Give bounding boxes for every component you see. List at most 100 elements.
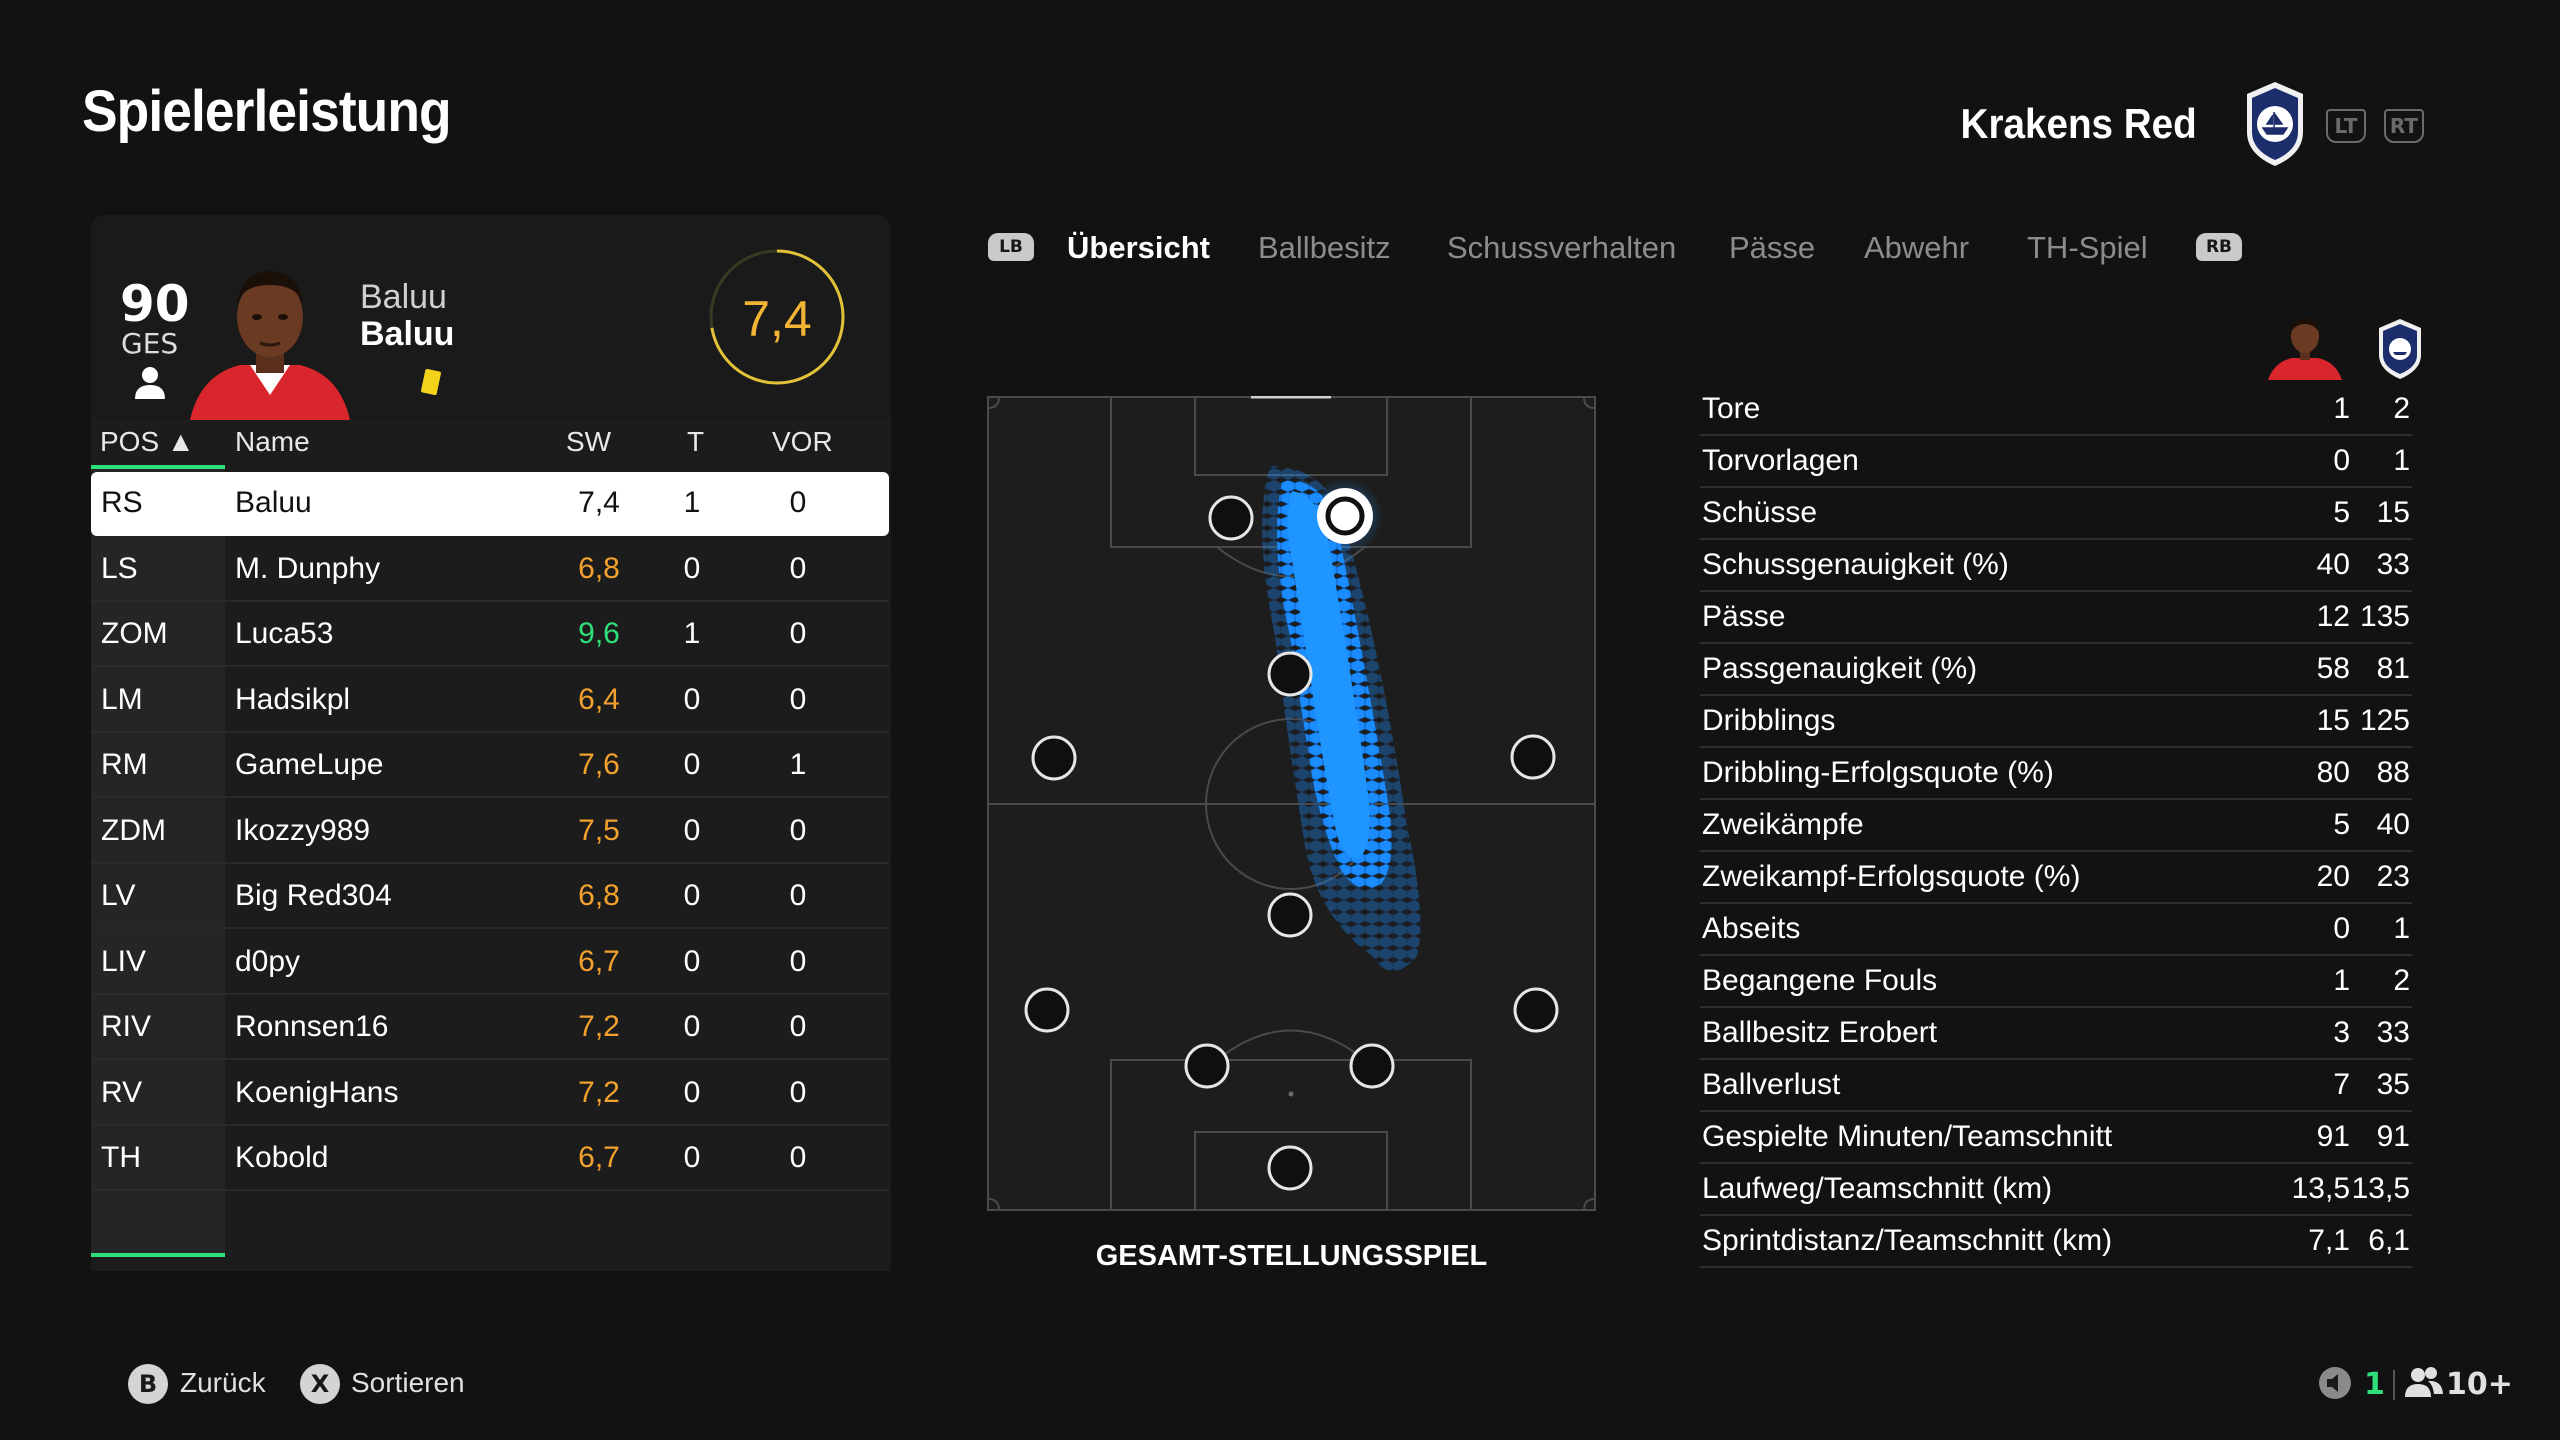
row-rating: 7,2 (578, 1075, 620, 1109)
table-row[interactable]: LM Hadsikpl 6,4 0 0 (91, 669, 889, 733)
row-assists: 0 (789, 486, 807, 519)
row-position: ZOM (101, 617, 168, 650)
stat-team-value: 2 (2393, 392, 2410, 425)
muted-count: 1 (2364, 1367, 2385, 1402)
row-rating: 7,5 (578, 813, 620, 847)
row-position: LS (101, 551, 138, 585)
column-header-name[interactable]: Name (235, 426, 310, 457)
row-goals: 0 (683, 682, 701, 716)
tab-schussverhalten[interactable]: Schussverhalten (1447, 230, 1677, 265)
table-row[interactable]: RV KoenigHans 7,2 0 0 (91, 1062, 889, 1126)
table-row[interactable]: RIV Ronnsen16 7,2 0 0 (91, 996, 889, 1060)
stat-label: Zweikampf-Erfolgsquote (%) (1702, 860, 2081, 893)
table-row[interactable]: ZOM Luca53 9,6 1 0 (91, 603, 889, 667)
stat-player-value: 91 (2316, 1120, 2350, 1153)
stat-team-value: 13,5 (2351, 1172, 2410, 1205)
row-player-name: M. Dunphy (235, 551, 381, 585)
stat-row: Ballbesitz Erobert 3 33 (1700, 1008, 2412, 1060)
tab-abwehr[interactable]: Abwehr (1864, 230, 1970, 265)
row-rating: 6,7 (578, 944, 620, 978)
table-row[interactable]: LIV d0py 6,7 0 0 (91, 931, 889, 995)
footer-divider (2393, 1370, 2395, 1400)
column-header-sw[interactable]: SW (566, 426, 612, 457)
stat-player-value: 1 (2333, 392, 2350, 425)
row-assists: 0 (789, 1010, 807, 1043)
stat-team-value: 125 (2359, 704, 2410, 737)
rb-button[interactable]: RB (2196, 233, 2242, 261)
row-position: LM (101, 682, 143, 716)
back-label[interactable]: Zurück (180, 1367, 266, 1398)
column-header-t[interactable]: T (687, 426, 705, 457)
stat-row: Tore 1 2 (1700, 384, 2412, 436)
row-player-name: Kobold (235, 1141, 329, 1174)
row-assists: 0 (789, 551, 807, 585)
table-row[interactable]: ZDM Ikozzy989 7,5 0 0 (91, 800, 889, 864)
row-position: LIV (101, 944, 147, 978)
stat-label: Pässe (1702, 600, 1786, 633)
row-position: LV (101, 879, 136, 912)
player-first-name: Baluu (360, 278, 447, 316)
row-goals: 0 (683, 1010, 701, 1043)
row-goals: 1 (683, 486, 701, 519)
team-name: Krakens Red (1960, 100, 2197, 147)
stat-team-value: 88 (2376, 756, 2410, 789)
row-rating: 7,6 (578, 748, 620, 781)
stat-label: Ballverlust (1702, 1068, 1841, 1101)
team-crest-small-icon (2379, 319, 2421, 379)
stat-player-value: 0 (2333, 912, 2350, 945)
match-rating-value: 7,4 (742, 291, 812, 347)
table-row[interactable]: LV Big Red304 6,8 0 0 (91, 865, 889, 929)
users-icon[interactable] (2404, 1365, 2444, 1401)
stat-row: Pässe 12 135 (1700, 592, 2412, 644)
stat-label: Laufweg/Teamschnitt (km) (1702, 1172, 2053, 1205)
row-position: ZDM (101, 813, 166, 847)
row-player-name: Big Red304 (235, 879, 392, 912)
users-count: 10+ (2446, 1367, 2513, 1402)
stat-player-value: 5 (2333, 496, 2350, 529)
position-heatmap (987, 396, 1596, 1211)
stat-row: Laufweg/Teamschnitt (km) 13,5 13,5 (1700, 1164, 2412, 1216)
tab-uebersicht[interactable]: Übersicht (1067, 230, 1210, 265)
table-row[interactable]: RM GameLupe 7,6 0 1 (91, 734, 889, 798)
stat-player-value: 5 (2333, 808, 2350, 841)
b-button-icon[interactable]: B (128, 1364, 168, 1404)
stat-team-value: 6,1 (2368, 1224, 2410, 1257)
row-goals: 0 (683, 1141, 701, 1174)
row-rating: 6,8 (578, 551, 620, 585)
stat-row: Schussgenauigkeit (%) 40 33 (1700, 540, 2412, 592)
row-assists: 0 (789, 1141, 807, 1174)
sort-label[interactable]: Sortieren (351, 1367, 465, 1398)
stat-player-value: 58 (2316, 652, 2350, 685)
speaker-muted-icon[interactable] (2318, 1366, 2352, 1400)
lt-button[interactable]: LT (2326, 109, 2366, 143)
stat-row: Ballverlust 7 35 (1700, 1060, 2412, 1112)
tab-th-spiel[interactable]: TH-Spiel (2027, 230, 2148, 265)
stat-label: Gespielte Minuten/Teamschnitt (1702, 1120, 2113, 1153)
stat-row: Dribblings 15 125 (1700, 696, 2412, 748)
column-header-pos[interactable]: POS ▲ (100, 426, 195, 457)
table-row[interactable]: LS M. Dunphy 6,8 0 0 (91, 538, 889, 602)
lb-button[interactable]: LB (988, 233, 1034, 261)
row-rating: 6,8 (578, 879, 620, 912)
tab-ballbesitz[interactable]: Ballbesitz (1258, 230, 1391, 265)
row-position: TH (101, 1141, 141, 1174)
x-button-icon[interactable]: X (300, 1364, 340, 1404)
team-crest-icon (2247, 82, 2303, 166)
stat-team-value: 15 (2376, 496, 2410, 529)
table-row[interactable]: RS Baluu 7,4 1 0 (91, 472, 889, 536)
table-row[interactable]: TH Kobold 6,7 0 0 (91, 1127, 889, 1191)
stat-team-value: 23 (2376, 860, 2410, 893)
stat-team-value: 81 (2376, 652, 2410, 685)
stat-label: Abseits (1702, 912, 1801, 945)
row-assists: 0 (789, 813, 807, 847)
stat-player-value: 3 (2333, 1016, 2350, 1049)
stat-label: Zweikämpfe (1702, 808, 1864, 841)
rt-button[interactable]: RT (2384, 109, 2424, 143)
column-header-vor[interactable]: VOR (772, 426, 833, 457)
overall-label: GES (121, 327, 179, 360)
tab-paesse[interactable]: Pässe (1729, 230, 1816, 265)
player-thumbnail (2268, 318, 2342, 380)
stat-row: Sprintdistanz/Teamschnitt (km) 7,1 6,1 (1700, 1216, 2412, 1268)
row-position: RIV (101, 1010, 152, 1043)
row-goals: 0 (683, 551, 701, 585)
